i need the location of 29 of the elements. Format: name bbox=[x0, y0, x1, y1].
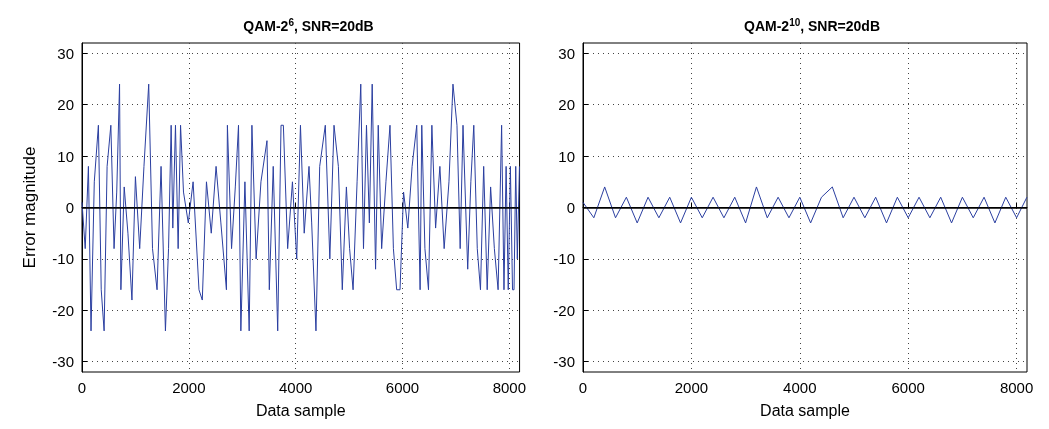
y-tick-label: -20 bbox=[553, 301, 575, 319]
x-axis-title: Data sample bbox=[760, 401, 851, 419]
y-tick-label: 30 bbox=[57, 44, 74, 62]
x-tick-label: 8000 bbox=[999, 379, 1034, 396]
x-tick-label: 6000 bbox=[891, 379, 925, 396]
x-tick-label: 0 bbox=[578, 379, 588, 396]
y-tick-label: 0 bbox=[65, 199, 74, 216]
y-tick-label: -10 bbox=[52, 250, 74, 268]
y-tick-label: -20 bbox=[52, 301, 74, 319]
x-tick-label: 4000 bbox=[278, 379, 313, 396]
y-axis-title: Error magnitude bbox=[20, 146, 39, 269]
y-tick-label: 0 bbox=[566, 199, 575, 216]
y-tick-label: 30 bbox=[558, 44, 575, 62]
y-tick-label: 20 bbox=[57, 96, 74, 114]
y-tick-label: -10 bbox=[553, 250, 575, 268]
line-series bbox=[582, 186, 1028, 224]
x-tick-label: 4000 bbox=[783, 379, 817, 396]
x-axis-title: Data sample bbox=[255, 401, 346, 419]
x-tick-label: 2000 bbox=[674, 379, 709, 396]
y-tick-label: 20 bbox=[558, 96, 575, 114]
x-tick-label: 6000 bbox=[385, 379, 420, 396]
x-tick-label: 0 bbox=[77, 379, 87, 396]
y-tick-label: -30 bbox=[52, 353, 74, 371]
x-tick-label: 8000 bbox=[492, 379, 526, 396]
y-tick-label: 10 bbox=[57, 147, 74, 165]
line-series bbox=[81, 83, 520, 332]
y-tick-label: 10 bbox=[558, 147, 575, 165]
x-tick-label: 2000 bbox=[172, 379, 206, 396]
y-tick-label: -30 bbox=[553, 353, 575, 371]
